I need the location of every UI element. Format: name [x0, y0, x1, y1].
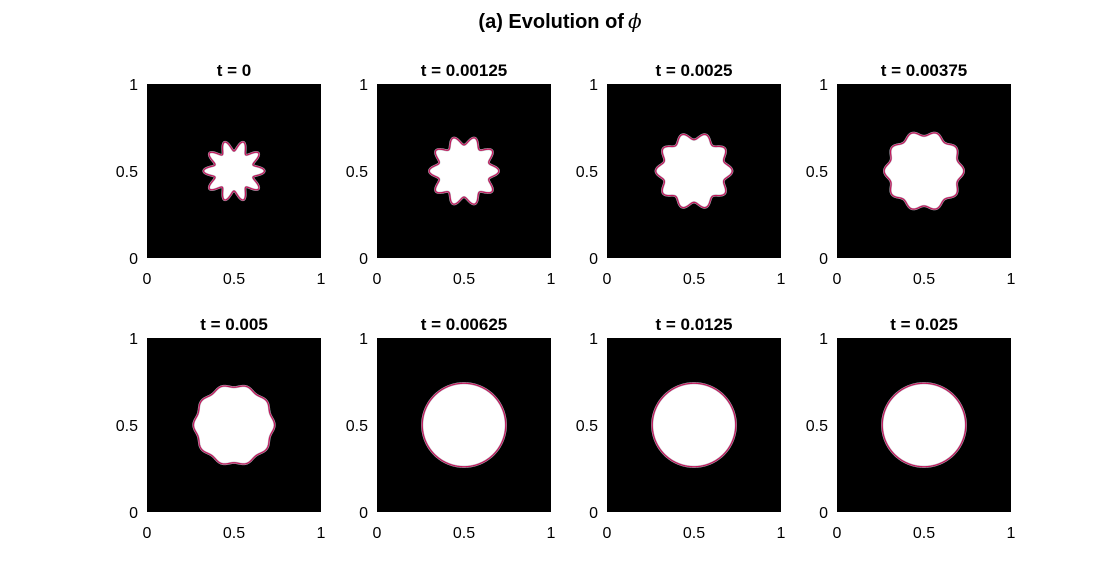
panel-title: t = 0.0025 — [655, 61, 732, 80]
x-tick-label: 1 — [777, 525, 786, 542]
x-tick-label: 0.5 — [453, 271, 475, 288]
y-tick-label: 0.5 — [806, 418, 828, 435]
x-tick-label: 0.5 — [223, 525, 245, 542]
y-tick-label: 0.5 — [346, 164, 368, 181]
x-tick-label: 0 — [603, 525, 612, 542]
interface-contour — [202, 141, 266, 201]
y-tick-label: 0 — [359, 251, 368, 268]
panel-1: t = 0 0 0.5 1 0 0.5 1 — [116, 61, 326, 288]
y-tick-label: 1 — [589, 77, 598, 94]
y-tick-label: 1 — [359, 77, 368, 94]
panel-5: t = 0.005 0 0.5 1 0 0.5 1 — [116, 315, 326, 542]
panel-7: t = 0.0125 0 0.5 1 0 0.5 1 — [576, 315, 786, 542]
x-tick-label: 1 — [1007, 525, 1016, 542]
panel-8: t = 0.025 0 0.5 1 0 0.5 1 — [806, 315, 1016, 542]
interface-contour — [655, 133, 733, 209]
panel-title: t = 0 — [217, 61, 252, 80]
interface-contour — [192, 385, 276, 465]
panel-title: t = 0.025 — [890, 315, 958, 334]
x-tick-label: 1 — [547, 271, 556, 288]
x-tick-label: 1 — [317, 525, 326, 542]
x-tick-label: 0.5 — [683, 271, 705, 288]
y-tick-label: 0 — [589, 505, 598, 522]
y-tick-label: 0.5 — [116, 418, 138, 435]
panel-3: t = 0.0025 0 0.5 1 0 0.5 1 — [576, 61, 786, 288]
y-tick-label: 0.5 — [346, 418, 368, 435]
x-tick-label: 0 — [833, 525, 842, 542]
panel-title: t = 0.00625 — [421, 315, 508, 334]
x-tick-label: 0.5 — [453, 525, 475, 542]
interface-contour — [883, 132, 965, 210]
panel-4: t = 0.00375 0 0.5 1 0 0.5 1 — [806, 61, 1016, 288]
y-tick-label: 1 — [129, 331, 138, 348]
interface-contour — [428, 137, 500, 205]
y-tick-label: 1 — [129, 77, 138, 94]
y-tick-label: 0.5 — [576, 418, 598, 435]
x-tick-label: 0.5 — [913, 271, 935, 288]
interface-contour — [881, 382, 967, 468]
interface-contour — [421, 382, 507, 468]
x-tick-label: 0 — [373, 525, 382, 542]
x-tick-label: 0 — [833, 271, 842, 288]
y-tick-label: 0.5 — [576, 164, 598, 181]
y-tick-label: 0.5 — [116, 164, 138, 181]
panel-6: t = 0.00625 0 0.5 1 0 0.5 1 — [346, 315, 556, 542]
x-tick-label: 1 — [547, 525, 556, 542]
panel-title: t = 0.00125 — [421, 61, 508, 80]
y-tick-label: 1 — [359, 331, 368, 348]
x-tick-label: 0 — [603, 271, 612, 288]
y-tick-label: 0 — [819, 251, 828, 268]
x-tick-label: 1 — [1007, 271, 1016, 288]
y-tick-label: 0 — [359, 505, 368, 522]
x-tick-label: 0.5 — [913, 525, 935, 542]
panel-title: t = 0.0125 — [655, 315, 732, 334]
y-tick-label: 1 — [589, 331, 598, 348]
x-tick-label: 0 — [143, 271, 152, 288]
y-tick-label: 0 — [129, 505, 138, 522]
panel-2: t = 0.00125 0 0.5 1 0 0.5 1 — [346, 61, 556, 288]
figure-title: (a) Evolution of ϕ — [0, 9, 1120, 34]
x-tick-label: 0.5 — [223, 271, 245, 288]
panel-title: t = 0.005 — [200, 315, 268, 334]
x-tick-label: 1 — [777, 271, 786, 288]
x-tick-label: 0 — [373, 271, 382, 288]
y-tick-label: 0 — [129, 251, 138, 268]
phi-symbol: ϕ — [627, 9, 642, 33]
x-tick-label: 0.5 — [683, 525, 705, 542]
y-tick-label: 1 — [819, 77, 828, 94]
y-tick-label: 1 — [819, 331, 828, 348]
y-tick-label: 0 — [819, 505, 828, 522]
x-tick-label: 1 — [317, 271, 326, 288]
figure-title-text: (a) Evolution of — [478, 11, 624, 33]
y-tick-label: 0.5 — [806, 164, 828, 181]
x-tick-label: 0 — [143, 525, 152, 542]
interface-contour — [651, 382, 737, 468]
panel-title: t = 0.00375 — [881, 61, 968, 80]
y-tick-label: 0 — [589, 251, 598, 268]
